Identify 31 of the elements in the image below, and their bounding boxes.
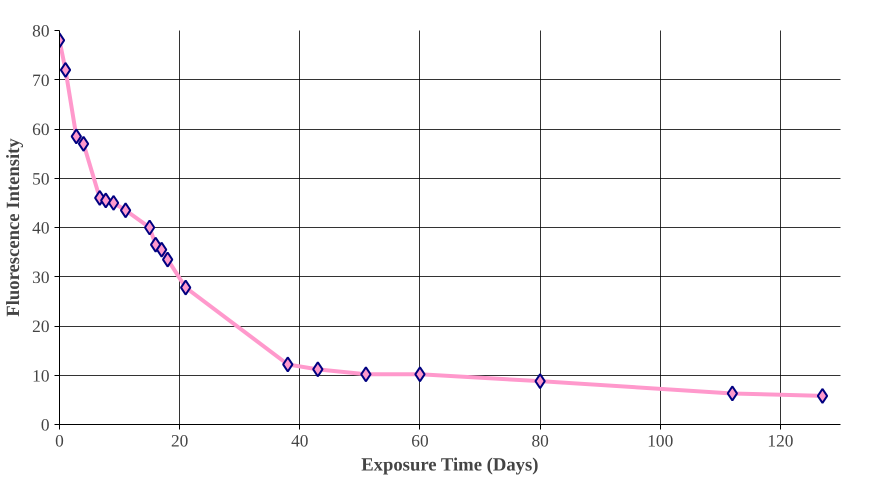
x-tick-label: 20 [170, 432, 188, 450]
y-tick-label: 40 [32, 218, 50, 238]
point [360, 366, 372, 382]
x-tick-label: 0 [55, 432, 64, 450]
y-tick-label: 80 [32, 22, 50, 40]
point [534, 373, 546, 390]
point [162, 252, 174, 268]
y-tick-label: 70 [32, 70, 50, 90]
point [180, 280, 192, 296]
x-tick-label: 60 [411, 432, 429, 450]
point [60, 62, 72, 78]
y-tick-label: 30 [32, 268, 50, 287]
y-axis-title: Fluorescence Intensity [3, 138, 24, 317]
point [144, 220, 156, 236]
point [726, 385, 738, 402]
point [816, 388, 828, 404]
x-axis-title: Exposure Time (Days) [361, 454, 538, 476]
y-tick-label: 10 [32, 366, 50, 386]
point [120, 202, 132, 218]
x-tick-label: 100 [647, 432, 674, 450]
point [156, 242, 168, 258]
point [78, 136, 90, 152]
y-tick-label: 0 [40, 416, 50, 434]
x-tick-label: 40 [291, 432, 308, 450]
x-tick-label: 120 [767, 432, 794, 450]
x-tick-label: 80 [531, 432, 549, 450]
point [414, 366, 426, 382]
y-tick-label: 60 [32, 120, 50, 139]
y-tick-label: 50 [32, 169, 50, 188]
point [108, 194, 120, 211]
y-tick-label: 20 [32, 317, 50, 336]
